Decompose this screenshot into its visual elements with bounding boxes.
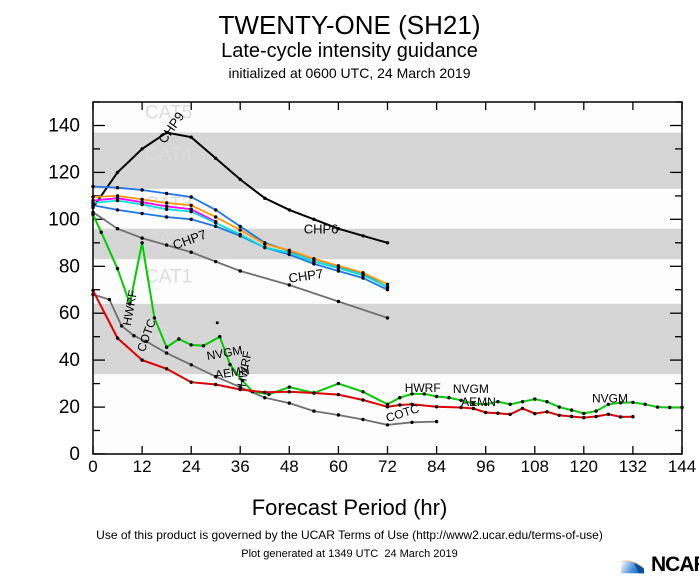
svg-text:HWRF: HWRF <box>405 381 441 395</box>
svg-text:12: 12 <box>133 457 152 476</box>
svg-text:100: 100 <box>48 209 80 230</box>
svg-text:AEMN: AEMN <box>461 395 496 409</box>
svg-text:60: 60 <box>329 457 348 476</box>
svg-text:48: 48 <box>280 457 299 476</box>
svg-text:40: 40 <box>59 350 80 371</box>
svg-text:36: 36 <box>231 457 250 476</box>
svg-text:20: 20 <box>59 397 80 418</box>
svg-text:CAT1: CAT1 <box>145 267 192 288</box>
svg-text:NVGM: NVGM <box>592 391 628 405</box>
svg-text:120: 120 <box>570 457 598 476</box>
svg-text:80: 80 <box>59 256 80 277</box>
svg-text:84: 84 <box>427 457 446 476</box>
svg-text:24: 24 <box>182 457 201 476</box>
svg-text:CAT4: CAT4 <box>145 145 193 166</box>
svg-text:0: 0 <box>69 444 80 465</box>
svg-text:CHP6: CHP6 <box>304 221 339 236</box>
svg-text:132: 132 <box>619 457 647 476</box>
svg-text:144: 144 <box>668 457 696 476</box>
svg-text:60: 60 <box>59 303 80 324</box>
svg-text:96: 96 <box>476 457 495 476</box>
svg-text:108: 108 <box>521 457 549 476</box>
svg-text:120: 120 <box>48 162 80 183</box>
svg-text:0: 0 <box>88 457 97 476</box>
svg-text:72: 72 <box>378 457 397 476</box>
svg-text:140: 140 <box>48 116 80 137</box>
svg-text:NVGM: NVGM <box>453 382 489 396</box>
